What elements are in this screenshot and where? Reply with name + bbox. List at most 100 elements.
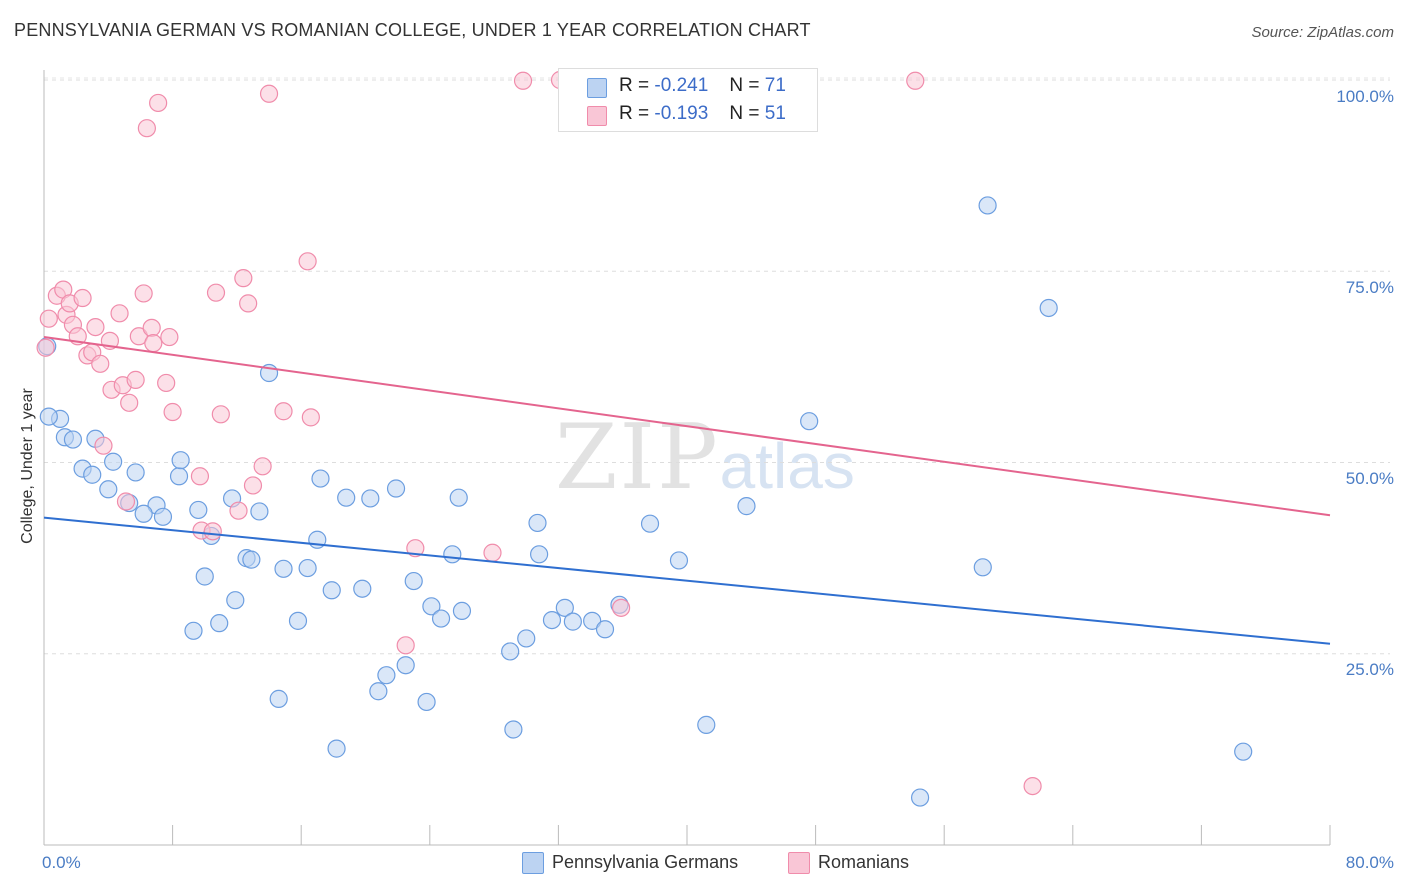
x-tick-label-max: 80.0% xyxy=(1345,853,1394,872)
data-point-romanians xyxy=(259,84,279,103)
data-point-romanians xyxy=(110,304,129,323)
data-point-romanians xyxy=(298,252,317,271)
y-tick-label: 75.0% xyxy=(1345,278,1394,297)
x-tick-label-min: 0.0% xyxy=(42,853,81,872)
data-point-romanians xyxy=(36,338,55,357)
data-point-pennsylvania-germans xyxy=(396,656,415,675)
watermark-main: ZIP xyxy=(555,405,720,510)
legend-row-pennsylvania-germans: R = -0.241 N = 71 xyxy=(587,75,786,98)
data-point-pennsylvania-germans xyxy=(542,610,562,630)
data-point-pennsylvania-germans xyxy=(417,692,436,712)
data-point-romanians xyxy=(483,543,502,562)
data-point-pennsylvania-germans xyxy=(973,558,992,577)
data-point-romanians xyxy=(234,269,253,288)
legend-r-label: R = xyxy=(619,103,650,124)
data-point-pennsylvania-germans xyxy=(443,545,462,564)
data-point-pennsylvania-germans xyxy=(311,469,330,488)
data-point-romanians xyxy=(39,309,58,328)
data-point-pennsylvania-germans xyxy=(530,545,549,564)
data-point-pennsylvania-germans xyxy=(250,502,269,521)
chart-title: PENNSYLVANIA GERMAN VS ROMANIAN COLLEGE,… xyxy=(14,20,811,40)
chart-source: Source: ZipAtlas.com xyxy=(1251,24,1394,41)
data-point-pennsylvania-germans xyxy=(910,788,930,807)
legend-r-value: -0.241 xyxy=(654,75,709,96)
data-point-pennsylvania-germans xyxy=(640,514,660,533)
watermark-sub: atlas xyxy=(719,430,855,502)
data-point-pennsylvania-germans xyxy=(298,558,317,578)
data-point-pennsylvania-germans xyxy=(800,412,819,431)
data-point-romanians xyxy=(142,318,161,337)
data-point-pennsylvania-germans xyxy=(583,611,602,630)
data-point-romanians xyxy=(243,476,263,495)
data-point-pennsylvania-germans xyxy=(431,609,451,628)
data-point-romanians xyxy=(126,370,145,389)
data-point-pennsylvania-germans xyxy=(322,581,341,600)
y-tick-label: 100.0% xyxy=(1336,87,1394,106)
data-point-romanians xyxy=(253,457,272,476)
legend-n-label: N = xyxy=(729,103,760,124)
data-point-pennsylvania-germans xyxy=(104,452,123,471)
data-point-romanians xyxy=(211,405,230,424)
data-point-pennsylvania-germans xyxy=(555,598,574,617)
data-point-pennsylvania-germans xyxy=(169,467,189,486)
watermark: ZIPatlas xyxy=(555,405,855,510)
data-point-pennsylvania-germans xyxy=(449,488,468,507)
data-point-pennsylvania-germans xyxy=(226,591,245,610)
data-point-pennsylvania-germans xyxy=(369,682,388,701)
data-point-pennsylvania-germans xyxy=(288,611,308,630)
legend-row-romanians: R = -0.193 N = 51 xyxy=(587,103,786,126)
legend-r-value: -0.193 xyxy=(654,103,709,124)
trend-line-pennsylvania-germans xyxy=(43,516,1331,645)
data-point-romanians xyxy=(274,402,293,421)
data-point-pennsylvania-germans xyxy=(99,480,118,499)
data-point-romanians xyxy=(1023,776,1042,796)
data-point-pennsylvania-germans xyxy=(528,513,547,533)
data-point-pennsylvania-germans xyxy=(210,614,229,633)
data-point-romanians xyxy=(73,288,92,308)
data-point-pennsylvania-germans xyxy=(361,489,380,508)
data-point-romanians xyxy=(144,334,163,353)
data-point-pennsylvania-germans xyxy=(377,666,396,685)
legend-n-value: 71 xyxy=(764,75,786,96)
data-point-pennsylvania-germans xyxy=(134,504,153,523)
data-point-pennsylvania-germans xyxy=(452,601,472,621)
data-point-romanians xyxy=(190,467,210,486)
stats-legend: R = -0.241 N = 71 R = -0.193 N = 51 xyxy=(558,68,818,132)
data-point-pennsylvania-germans xyxy=(1039,298,1058,318)
data-point-pennsylvania-germans xyxy=(184,621,203,640)
data-point-pennsylvania-germans xyxy=(386,479,406,498)
bottom-legend-label: Pennsylvania Germans xyxy=(552,852,739,872)
data-point-pennsylvania-germans xyxy=(669,551,689,570)
trend-line-romanians xyxy=(43,336,1331,517)
bottom-legend-swatch-blue xyxy=(522,852,544,874)
data-point-pennsylvania-germans xyxy=(563,612,582,631)
data-point-romanians xyxy=(129,327,148,346)
bottom-legend-swatch-pink xyxy=(788,852,810,874)
data-point-romanians xyxy=(406,539,425,558)
data-point-romanians xyxy=(86,317,105,337)
data-point-pennsylvania-germans xyxy=(274,559,293,578)
data-point-romanians xyxy=(301,408,320,427)
legend-swatch-blue xyxy=(587,78,607,98)
data-point-pennsylvania-germans xyxy=(978,196,997,215)
data-point-romanians xyxy=(137,119,156,138)
data-point-pennsylvania-germans xyxy=(83,465,102,484)
y-tick-label: 50.0% xyxy=(1345,469,1394,488)
data-point-pennsylvania-germans xyxy=(697,715,716,734)
data-point-romanians xyxy=(157,373,176,393)
data-point-pennsylvania-germans xyxy=(153,507,173,526)
data-point-romanians xyxy=(239,294,258,313)
data-point-romanians xyxy=(134,284,153,303)
y-tick-label: 25.0% xyxy=(1345,660,1394,679)
data-point-pennsylvania-germans xyxy=(501,642,520,661)
data-point-pennsylvania-germans xyxy=(242,550,261,569)
data-point-pennsylvania-germans xyxy=(126,463,145,482)
data-point-pennsylvania-germans xyxy=(189,500,208,520)
data-point-pennsylvania-germans xyxy=(39,407,58,426)
data-point-pennsylvania-germans xyxy=(195,567,214,586)
data-point-pennsylvania-germans xyxy=(517,629,536,648)
bottom-legend-label: Romanians xyxy=(818,852,910,872)
data-point-romanians xyxy=(203,522,222,541)
data-point-romanians xyxy=(513,71,533,90)
data-point-pennsylvania-germans xyxy=(171,451,190,470)
